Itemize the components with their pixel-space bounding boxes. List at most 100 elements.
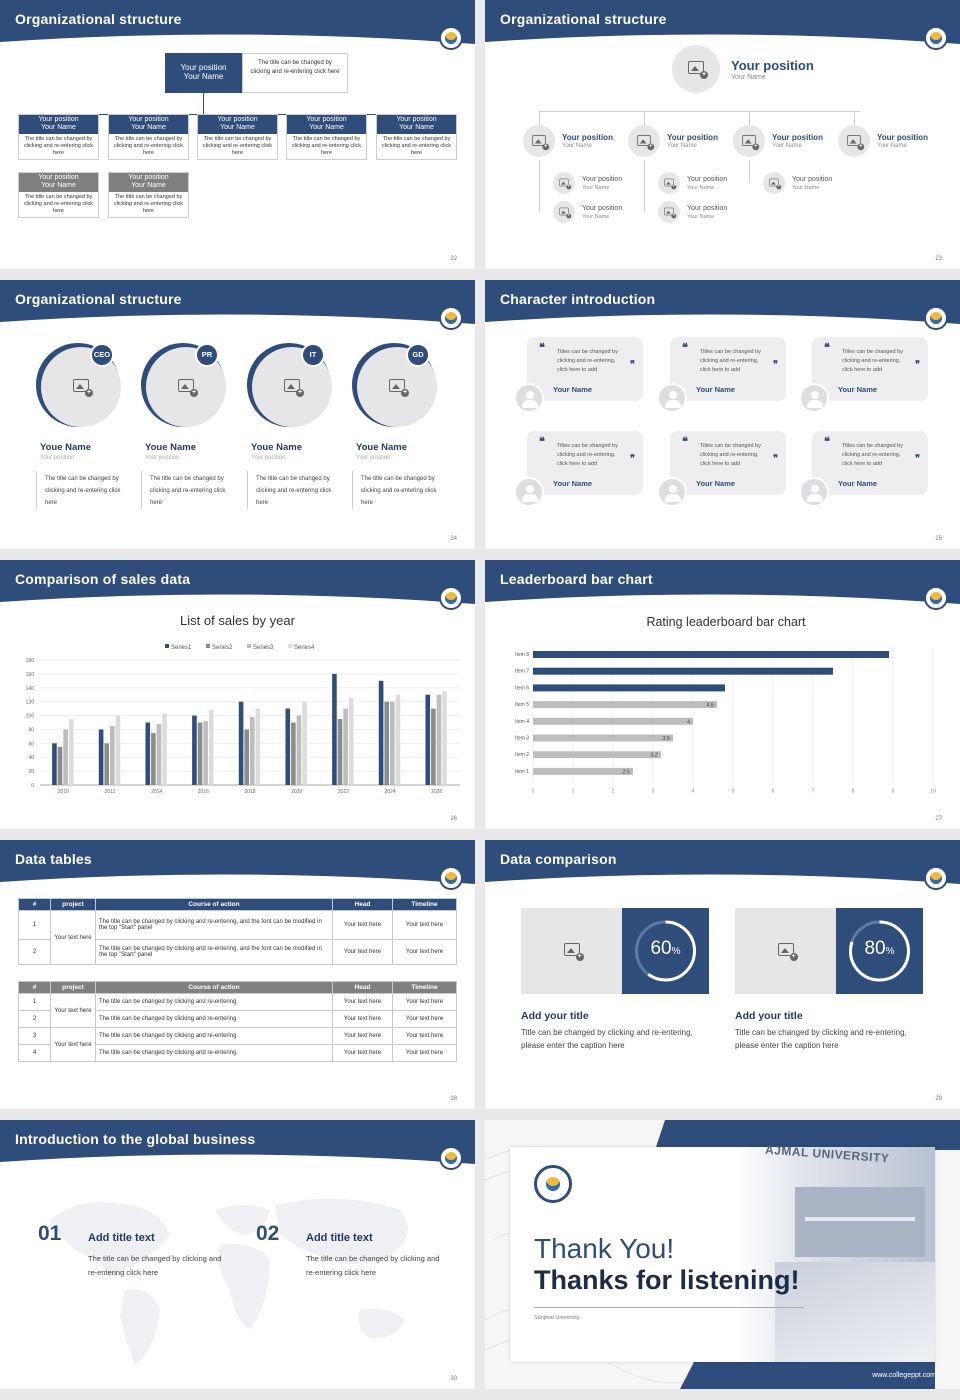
connector	[749, 111, 750, 125]
header-band	[485, 840, 960, 884]
slide-24[interactable]: Organizational structure CEO Youe Name You…	[0, 280, 475, 549]
percent-panel: 60%	[622, 908, 709, 994]
sub-position-node[interactable]: Your position Your Name	[658, 172, 758, 196]
business-item[interactable]: 01 Add title text The title can be changed…	[38, 1222, 228, 1282]
sub-position-node[interactable]: Your position Your Name	[553, 201, 653, 225]
position-box[interactable]: Your position Your Name The title can be c…	[108, 172, 189, 218]
role-badge: IT	[301, 343, 325, 367]
top-position-box[interactable]: Your position Your Name	[165, 53, 242, 93]
person-card[interactable]: CEO Youe Name Your position The title can b…	[36, 343, 136, 533]
top-avatar[interactable]	[672, 45, 720, 93]
position: Your position	[217, 116, 258, 123]
slide-23[interactable]: Organizational structure Your position Y…	[485, 0, 960, 269]
slide-25[interactable]: Character introduction ❝ Titles can be ch…	[485, 280, 960, 549]
person-name: Youe Name	[356, 442, 408, 453]
bar	[291, 722, 296, 785]
person-card[interactable]: GD Youe Name Your position The title can be…	[352, 343, 452, 533]
quote-card[interactable]: ❝ Titles can be changed by clicking and r…	[527, 431, 643, 495]
name: Your Name	[183, 72, 224, 81]
slide-26[interactable]: Comparison of sales data List of sales b…	[0, 560, 475, 829]
bar	[436, 694, 442, 785]
image-placeholder-icon	[389, 379, 409, 397]
x-tick-label: 8	[852, 789, 855, 795]
university-caption: Sanjmal University	[534, 1315, 580, 1321]
position-description: The title can be changed by clicking and…	[23, 194, 94, 214]
business-item[interactable]: 02 Add title text The title can be changed…	[256, 1222, 446, 1282]
image-placeholder-icon	[664, 207, 677, 219]
x-tick-label: 2016	[198, 789, 209, 795]
page-number: 24	[450, 536, 457, 542]
page-number: 29	[935, 1096, 942, 1102]
slide-28[interactable]: Data tables # project Course of action H…	[0, 840, 475, 1109]
quote-card[interactable]: ❝ Titles can be changed by clicking and r…	[670, 337, 786, 401]
y-tick-label: 20	[28, 769, 34, 775]
col-header: Course of action	[95, 981, 333, 994]
card-description: Title can be changed by clicking and re-…	[735, 1028, 907, 1050]
position: Your position	[306, 116, 347, 123]
sub-position-node[interactable]: Your position Your Name	[658, 201, 758, 225]
header-band	[485, 280, 960, 324]
quote-author: Your Name	[553, 479, 593, 488]
comparison-card[interactable]: 60% Add your title Title can be changed by…	[521, 908, 711, 1058]
sub-position-node[interactable]: Your position Your Name	[553, 172, 653, 196]
slide-header: Leaderboard bar chart	[485, 560, 960, 610]
quote-card[interactable]: ❝ Titles can be changed by clicking and r…	[812, 337, 928, 401]
slide-31-thank-you[interactable]: AJMAL UNIVERSITY Thank You! Thanks for l…	[485, 1120, 960, 1389]
slide-header: Introduction to the global business	[0, 1120, 475, 1170]
bar	[98, 729, 104, 785]
quote-text: Titles can be changed by clicking and re…	[842, 349, 903, 373]
slide-27[interactable]: Leaderboard bar chart Rating leaderboard…	[485, 560, 960, 829]
person-card[interactable]: IT Youe Name Your position The title can be…	[247, 343, 347, 533]
card-description: Title can be changed by clicking and re-…	[521, 1028, 693, 1050]
connector	[749, 160, 750, 183]
bar	[302, 701, 307, 785]
table-row: 2 The title can be changed by clicking a…	[18, 1010, 457, 1028]
quote-card[interactable]: ❝ Titles can be changed by clicking and r…	[670, 431, 786, 495]
x-tick-label: 6	[772, 789, 775, 795]
quote-card[interactable]: ❝ Titles can be changed by clicking and r…	[812, 431, 928, 495]
position-description: The title can be changed by clicking and…	[202, 136, 273, 156]
slide-title: Character introduction	[500, 291, 656, 307]
bar	[533, 767, 633, 775]
bar	[244, 729, 249, 785]
person-card[interactable]: PR Youe Name Your position The title can be…	[141, 343, 241, 533]
position-box[interactable]: Your position Your Name The title can be c…	[197, 114, 278, 160]
slide-30[interactable]: Introduction to the global business 01 Ad…	[0, 1120, 475, 1389]
website-url[interactable]: www.collegeppt.com	[872, 1372, 936, 1379]
position-box[interactable]: Your position Your Name The title can be c…	[108, 114, 189, 160]
cell: 4	[18, 1044, 51, 1062]
comparison-card[interactable]: 80% Add your title Title can be changed by…	[735, 908, 925, 1058]
col-header: Timeline	[392, 898, 457, 911]
slide-header: Comparison of sales data	[0, 560, 475, 610]
leaderboard-bar-chart: 0 1 2 3 4 5 6 7 8 9 10 Item 8 Item 7 Item 6 Item 5 4.6 I…	[515, 648, 936, 795]
person-position: Your position	[356, 455, 391, 461]
position-box[interactable]: Your position Your Name The title can be c…	[18, 114, 99, 160]
y-tick-label: Item 1	[515, 769, 529, 775]
avatar	[146, 347, 226, 427]
position-description: The title can be changed by clicking and…	[291, 136, 362, 156]
image-placeholder-icon	[73, 379, 93, 397]
position-header: Your position Your Name	[109, 173, 188, 192]
bar	[151, 732, 156, 785]
person-icon	[799, 383, 829, 413]
position-box[interactable]: Your position Your Name The title can be c…	[376, 114, 457, 160]
slide-22[interactable]: Organizational structure Your position Y…	[0, 0, 475, 269]
campus-photo: AJMAL UNIVERSITY	[735, 1143, 935, 1362]
slide-29[interactable]: Data comparison 60% Add your title Title c…	[485, 840, 960, 1109]
slide-title: Organizational structure	[15, 291, 182, 307]
position-box[interactable]: Your position Your Name The title can be c…	[286, 114, 367, 160]
position-box[interactable]: Your position Your Name The title can be c…	[18, 172, 99, 218]
sub-position-node[interactable]: Your position Your Name	[763, 172, 863, 196]
position: Your position	[38, 116, 79, 123]
university-logo-icon	[924, 586, 948, 610]
data-label: 4.6	[706, 703, 714, 709]
quote-text: Titles can be changed by clicking and re…	[557, 443, 618, 467]
cell: Your text here	[332, 939, 393, 965]
data-label: 2.5	[622, 769, 630, 775]
quote-card[interactable]: ❝ Titles can be changed by clicking and r…	[527, 337, 643, 401]
cell: 1	[18, 993, 51, 1011]
